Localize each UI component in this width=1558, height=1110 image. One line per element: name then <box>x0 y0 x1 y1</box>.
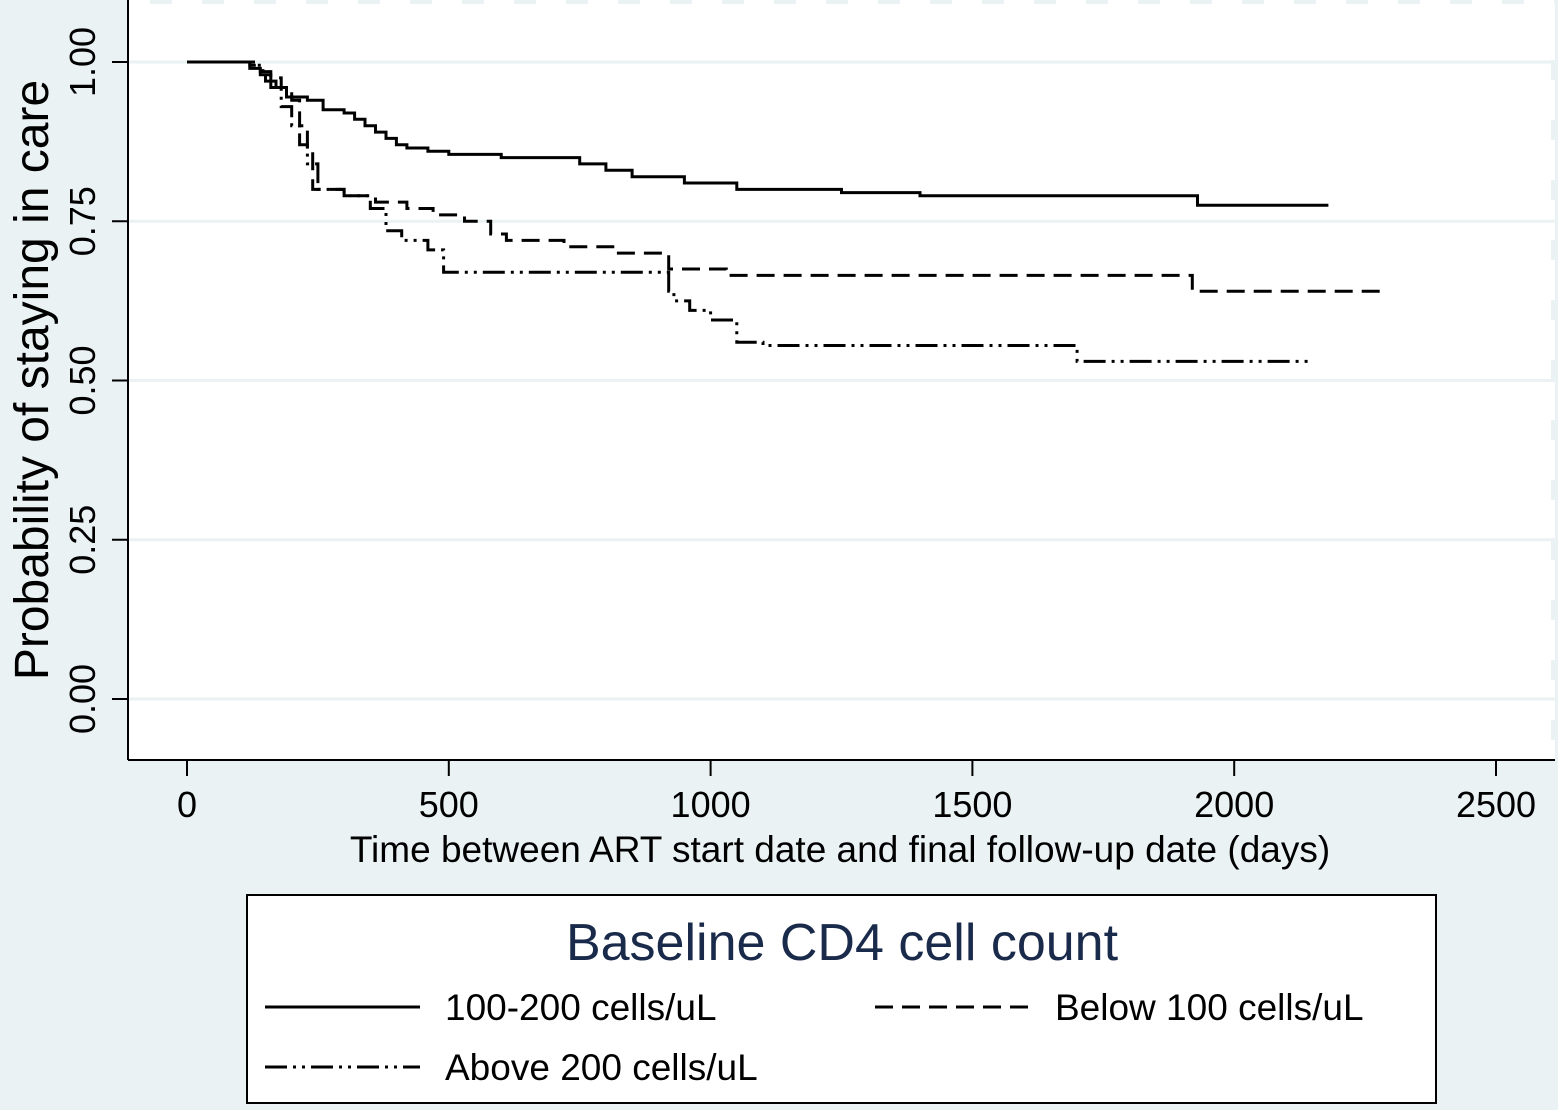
top-edge-mark <box>358 0 380 4</box>
right-edge-mark <box>1551 60 1555 80</box>
top-edge-mark <box>982 0 1004 4</box>
y-axis-title: Probability of staying in care <box>6 80 59 680</box>
right-edge-mark <box>1551 300 1555 320</box>
top-edge-mark <box>1398 0 1420 4</box>
right-edge-mark <box>1551 360 1555 380</box>
top-edge-mark <box>202 0 224 4</box>
top-edge-mark <box>1346 0 1368 4</box>
y-tick-label: 0.25 <box>62 505 103 575</box>
y-tick-label: 0.75 <box>62 186 103 256</box>
series-line-2 <box>187 60 1313 363</box>
legend-title: Baseline CD4 cell count <box>566 914 1119 972</box>
top-edge-mark <box>150 0 172 4</box>
x-axis-title: Time between ART start date and final fo… <box>350 829 1330 870</box>
top-edge-mark <box>1086 0 1108 4</box>
top-edge-mark <box>1034 0 1056 4</box>
x-tick-label: 500 <box>419 784 479 825</box>
right-edge-mark <box>1551 240 1555 260</box>
top-edge-mark <box>1190 0 1212 4</box>
top-edge-mark <box>566 0 588 4</box>
right-edge-mark <box>1551 540 1555 560</box>
x-tick-label: 1500 <box>932 784 1012 825</box>
right-edge-mark <box>1551 720 1555 740</box>
right-edge-mark <box>1551 660 1555 680</box>
top-edge-mark <box>722 0 744 4</box>
right-edge-mark <box>1551 420 1555 440</box>
top-edge-mark <box>1242 0 1264 4</box>
series-line-1 <box>187 60 1386 293</box>
x-tick-label: 0 <box>177 784 197 825</box>
right-edge-mark <box>1551 600 1555 620</box>
x-tick-label: 2000 <box>1194 784 1274 825</box>
x-tick-label: 1000 <box>671 784 751 825</box>
top-edge-mark <box>254 0 276 4</box>
right-edge-mark <box>1551 120 1555 140</box>
top-edge-mark <box>670 0 692 4</box>
top-edge-mark <box>1502 0 1524 4</box>
right-edge-mark <box>1551 180 1555 200</box>
y-tick-label: 1.00 <box>62 27 103 97</box>
top-edge-mark <box>1554 0 1558 4</box>
legend-box <box>246 894 1437 1104</box>
x-tick-label: 2500 <box>1456 784 1536 825</box>
top-edge-mark <box>618 0 640 4</box>
top-edge-mark <box>1138 0 1160 4</box>
top-edge-mark <box>1294 0 1316 4</box>
top-edge-mark <box>410 0 432 4</box>
top-edge-mark <box>514 0 536 4</box>
top-edge-mark <box>826 0 848 4</box>
top-edge-mark <box>306 0 328 4</box>
right-edge-mark <box>1551 480 1555 500</box>
top-edge-mark <box>1450 0 1472 4</box>
legend-label-0: 100-200 cells/uL <box>445 987 717 1028</box>
top-edge-mark <box>462 0 484 4</box>
legend-label-1: Below 100 cells/uL <box>1055 987 1364 1028</box>
y-tick-label: 0.00 <box>62 664 103 734</box>
legend-label-2: Above 200 cells/uL <box>445 1047 758 1088</box>
y-tick-label: 0.50 <box>62 345 103 415</box>
top-edge-mark <box>774 0 796 4</box>
top-edge-mark <box>878 0 900 4</box>
top-edge-mark <box>930 0 952 4</box>
